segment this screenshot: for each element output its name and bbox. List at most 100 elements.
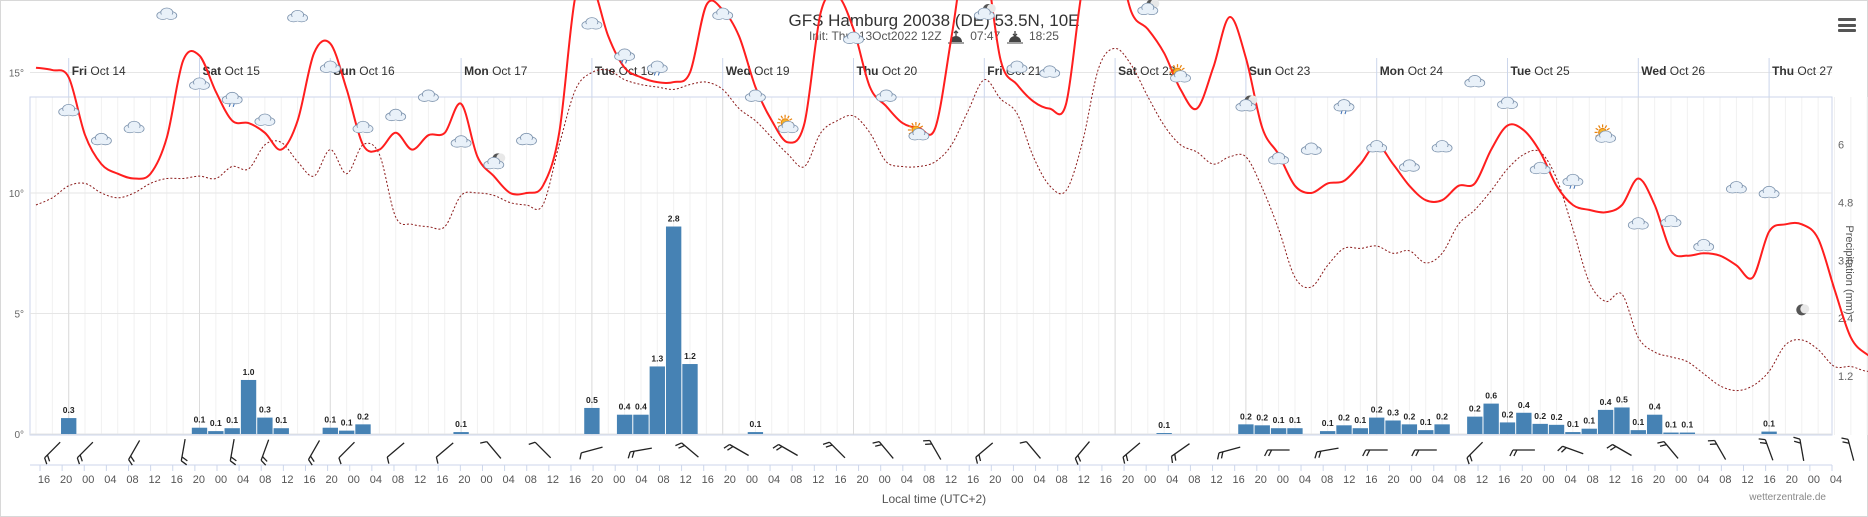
precip-bar (1630, 430, 1646, 434)
hour-tick-label: 12 (281, 474, 293, 486)
day-label: Wed Oct 19 (726, 64, 790, 78)
weather-icon (1594, 124, 1616, 143)
init-label: Init: Thu, 13Oct2022 12Z (809, 29, 942, 43)
hour-tick-label: 04 (502, 474, 514, 486)
weather-icon (417, 89, 439, 102)
weather-icon (745, 89, 766, 102)
precip-value-label: 0.1 (749, 419, 761, 429)
precip-bar (633, 414, 649, 434)
hour-tick-label: 16 (569, 474, 581, 486)
day-label: Sat Oct 15 (203, 64, 261, 78)
hour-tick-label: 00 (613, 474, 625, 486)
weather-icon (483, 153, 506, 170)
moon-icon (1796, 304, 1810, 316)
precip-bar (1532, 423, 1548, 434)
precip-bar (1483, 403, 1499, 434)
precip-bar (616, 414, 633, 434)
weather-icon (777, 114, 799, 134)
precip-bar (61, 418, 77, 434)
precip-bar (338, 430, 355, 434)
precip-bar (1287, 428, 1303, 434)
precip-value-label: 0.1 (1289, 415, 1301, 425)
credit-label: wetterzentrale.de (1748, 492, 1826, 503)
precip-bar (1679, 432, 1696, 434)
weather-icon (1300, 142, 1322, 155)
weather-icon (1562, 173, 1584, 189)
hour-tick-label: 16 (303, 474, 315, 486)
hour-tick-label: 12 (945, 474, 957, 486)
wind-barb (772, 443, 798, 457)
hour-tick-label: 12 (1609, 474, 1621, 486)
precip-value-label: 0.1 (210, 418, 222, 428)
wind-barb (229, 439, 237, 466)
precip-bar (453, 432, 469, 434)
precip-value-label: 1.2 (684, 351, 696, 361)
hour-tick-label: 08 (392, 474, 404, 486)
wind-barb (1466, 441, 1484, 465)
precip-value-label: 0.3 (1387, 407, 1399, 417)
wind-barb (1216, 446, 1241, 460)
weather-icon (1660, 214, 1682, 228)
wind-barbs (30, 434, 1855, 466)
precip-bar (240, 379, 257, 434)
precip-value-label: 0.1 (226, 415, 238, 425)
wind-barb (1264, 449, 1290, 457)
hour-tick-label: 08 (1321, 474, 1333, 486)
weather-icon (1497, 96, 1518, 110)
wind-barb (480, 440, 502, 459)
hour-tick-label: 04 (768, 474, 780, 486)
weather-icon (516, 132, 537, 146)
precip-bar (355, 424, 371, 434)
precipitation-axis-title: Precipitation (mm) (1843, 225, 1855, 314)
wind-barb (1314, 447, 1339, 459)
day-label: Sat Oct 22 (1118, 64, 1176, 78)
weather-icon (352, 120, 374, 134)
precip-bar (1434, 424, 1450, 434)
weather-icon (58, 103, 80, 117)
day-label: Wed Oct 26 (1641, 64, 1705, 78)
weather-icon (123, 120, 145, 134)
wind-barb (1074, 441, 1090, 465)
precip-value-label: 0.1 (1273, 415, 1285, 425)
precip-bar (665, 226, 682, 434)
hamburger-menu-icon[interactable] (1838, 18, 1856, 32)
hour-tick-label: 20 (591, 474, 603, 486)
wind-barb (1793, 436, 1805, 461)
hour-tick-label: 08 (1454, 474, 1466, 486)
precip-bar (208, 431, 224, 434)
precip-bar (1156, 433, 1172, 434)
wind-barb (435, 442, 454, 464)
hour-tick-label: 00 (480, 474, 492, 486)
precip-value-label: 0.1 (1665, 420, 1677, 430)
wind-barb (1362, 449, 1388, 457)
hour-tick-label: 20 (1387, 474, 1399, 486)
weather-icon (91, 132, 112, 146)
precip-value-label: 0.5 (1616, 394, 1628, 404)
precip-value-label: 0.2 (1436, 411, 1448, 421)
wind-barb (822, 441, 846, 459)
hour-tick-label: 20 (1122, 474, 1134, 486)
weather-icon (450, 135, 472, 148)
precip-value-label: 0.1 (1583, 416, 1595, 426)
precip-value-label: 0.1 (455, 419, 467, 429)
weather-icon (319, 60, 341, 73)
weather-icon (1464, 75, 1486, 88)
hour-tick-label: 04 (1697, 474, 1709, 486)
hour-tick-label: 00 (1011, 474, 1023, 486)
hour-tick-label: 16 (1764, 474, 1776, 486)
chart-subtitle: Init: Thu, 13Oct2022 12Z 07:47 18:25 (0, 29, 1868, 44)
precip-value-label: 0.2 (1403, 411, 1415, 421)
weather-icon (156, 7, 178, 20)
wind-barb (627, 447, 652, 459)
precipitation-bars: 0.3 0.1 0.1 0.1 1.0 0.3 0.1 0.1 0.1 0.2 0.1 0.5 0.4 0… (61, 214, 1777, 434)
weather-icons (58, 0, 1810, 316)
day-label: Thu Oct 20 (857, 64, 918, 78)
precip-value-label: 0.1 (1763, 419, 1775, 429)
precip-bar (1385, 420, 1401, 434)
hour-tick-label: 08 (657, 474, 669, 486)
wind-barb (923, 439, 942, 460)
wind-barb (975, 442, 994, 464)
precip-bar (322, 427, 338, 434)
hour-tick-label: 00 (1144, 474, 1156, 486)
